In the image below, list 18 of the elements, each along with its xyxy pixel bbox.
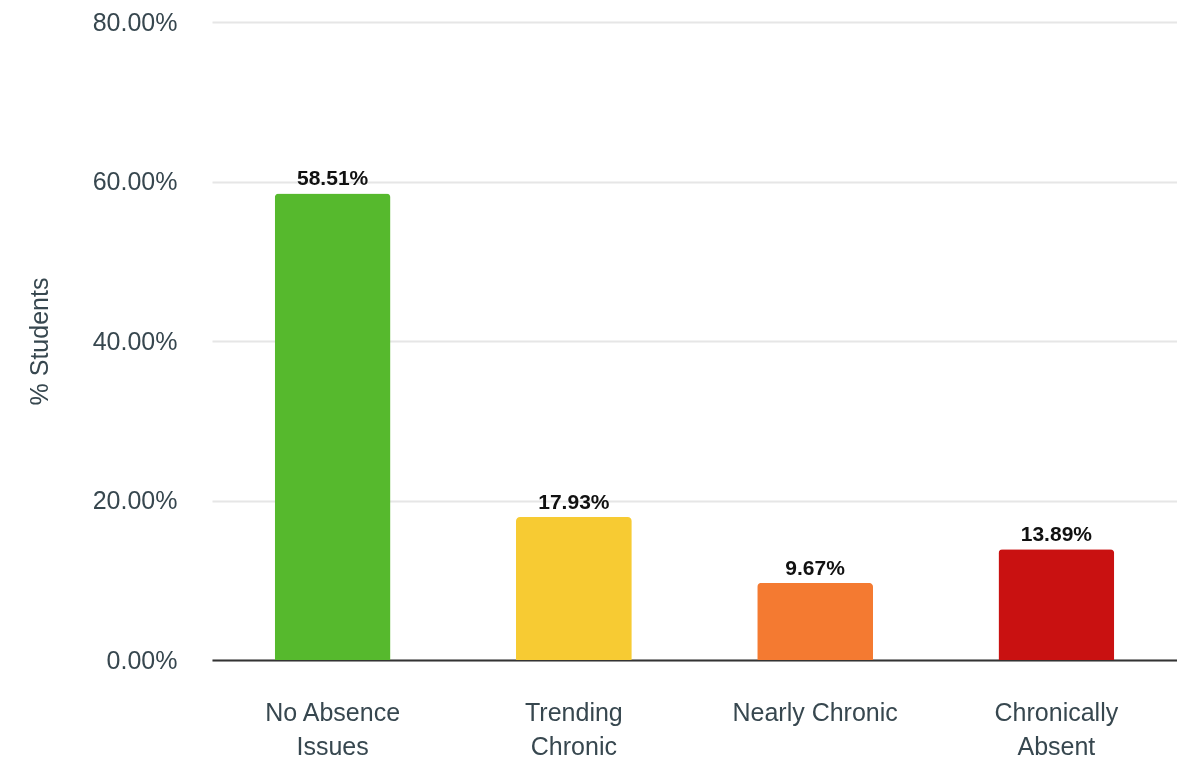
bar — [274, 193, 391, 660]
x-tick-label: Trending Chronic — [525, 697, 623, 760]
y-tick-label: 40.00% — [92, 326, 178, 355]
x-tick-label: No Absence Issues — [265, 697, 401, 760]
data-label: 9.67% — [785, 555, 846, 579]
data-label: 58.51% — [297, 166, 369, 190]
bar — [515, 517, 632, 660]
y-tick-label: 0.00% — [106, 645, 178, 674]
x-tick-label: Chronically Absent — [994, 697, 1119, 760]
data-label: 13.89% — [1020, 522, 1093, 546]
y-tick-label: 20.00% — [92, 486, 178, 514]
y-axis-title: % Students — [24, 277, 53, 406]
y-tick-label: 60.00% — [92, 167, 178, 195]
data-label: 17.93% — [538, 490, 610, 514]
y-tick-label: 80.00% — [92, 7, 178, 36]
x-tick-label: Nearly Chronic — [732, 697, 898, 726]
bar — [757, 582, 874, 660]
bar — [998, 549, 1115, 660]
